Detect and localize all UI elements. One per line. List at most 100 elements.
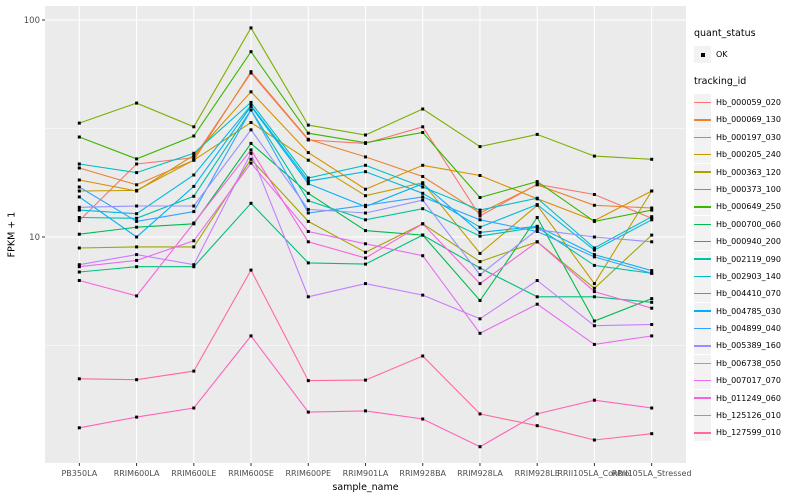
data-point	[592, 398, 596, 402]
data-point	[650, 208, 654, 212]
line-sample-icon	[694, 414, 711, 417]
line-sample-icon	[694, 206, 711, 208]
data-point	[249, 50, 253, 54]
data-point	[77, 208, 81, 212]
data-point	[249, 201, 253, 205]
data-point	[421, 222, 425, 226]
x-axis-title: sample_name	[332, 482, 399, 493]
data-point	[478, 282, 482, 286]
legend-key	[694, 407, 711, 425]
data-point	[592, 438, 596, 442]
data-point	[306, 379, 310, 383]
data-point	[592, 219, 596, 223]
data-point	[77, 135, 81, 139]
data-point	[249, 148, 253, 152]
data-point	[421, 185, 425, 189]
data-point	[249, 100, 253, 104]
data-point	[478, 234, 482, 238]
data-point	[135, 157, 139, 161]
data-point	[650, 300, 654, 304]
data-point	[421, 195, 425, 199]
data-point	[650, 240, 654, 244]
data-point	[592, 235, 596, 239]
line-sample-icon	[694, 362, 711, 365]
data-point	[650, 406, 654, 410]
data-point	[306, 158, 310, 162]
legend-item-label: Hb_125126_010	[716, 411, 781, 421]
x-tick-label: RRIM928BA	[399, 469, 446, 478]
legend-key	[694, 302, 711, 320]
data-point	[306, 137, 310, 141]
legend-item-label: Hb_127599_010	[716, 428, 781, 438]
data-point	[77, 265, 81, 269]
line-sample-icon	[694, 310, 711, 312]
data-point	[306, 230, 310, 233]
y-axis-title: FPKM + 1	[6, 211, 18, 258]
data-point	[592, 319, 596, 323]
data-point	[535, 228, 539, 232]
y-tick-label: 100	[24, 16, 40, 26]
data-point	[592, 193, 596, 196]
data-point	[650, 215, 654, 219]
data-point	[249, 268, 253, 272]
data-point	[306, 410, 310, 414]
legend-item-label: Hb_000069_130	[716, 115, 781, 125]
legend-item-label: Hb_005389_160	[716, 341, 781, 351]
legend-key	[694, 267, 711, 285]
line-sample-icon	[694, 397, 711, 399]
legend-item-tracking: Hb_127599_010	[694, 424, 800, 442]
data-point	[364, 218, 367, 222]
data-point	[135, 162, 139, 166]
legend-item-tracking: Hb_004899_040	[694, 320, 800, 338]
data-point	[535, 230, 539, 233]
data-point	[535, 183, 539, 187]
point-sample-icon	[700, 52, 705, 57]
data-point	[364, 211, 367, 215]
legend-key	[694, 163, 711, 181]
legend-key	[694, 337, 711, 355]
data-point	[478, 225, 482, 229]
data-point	[135, 294, 139, 298]
data-point	[364, 242, 367, 246]
data-point	[135, 212, 139, 216]
data-point	[192, 125, 196, 129]
legend-item-label: Hb_000197_030	[716, 132, 781, 142]
data-point	[364, 282, 367, 286]
data-point	[77, 162, 81, 166]
data-point	[650, 334, 654, 338]
data-point	[77, 246, 81, 250]
data-point	[535, 216, 539, 219]
legend-key	[694, 128, 711, 146]
legend-item-label: Hb_000940_200	[716, 237, 781, 247]
data-point	[364, 194, 367, 198]
legend-item-tracking: Hb_011249_060	[694, 389, 800, 407]
data-point	[478, 208, 482, 212]
x-tick-label: RRIM600LA	[114, 469, 160, 478]
data-point	[192, 151, 196, 155]
data-point	[650, 323, 654, 326]
data-point	[364, 262, 367, 266]
data-point	[192, 134, 196, 138]
legend-item-ok: OK	[694, 46, 800, 63]
data-point	[77, 166, 81, 170]
legend-item-tracking: Hb_000059_020	[694, 94, 800, 111]
data-point	[364, 203, 367, 207]
data-point	[478, 145, 482, 149]
line-sample-icon	[694, 432, 711, 434]
data-point	[249, 90, 253, 94]
data-point	[478, 331, 482, 335]
data-point	[135, 235, 139, 239]
data-point	[478, 266, 482, 270]
legend-key	[694, 372, 711, 390]
data-point	[77, 232, 81, 236]
data-point	[421, 354, 425, 358]
data-point	[478, 273, 482, 277]
x-tick-label: RRIM928LA	[457, 469, 503, 478]
data-point	[478, 251, 482, 255]
data-point	[650, 271, 654, 275]
data-point	[306, 179, 310, 183]
legend-item-label: Hb_002903_140	[716, 271, 781, 281]
line-sample-icon	[694, 171, 711, 173]
legend-key	[694, 354, 711, 372]
